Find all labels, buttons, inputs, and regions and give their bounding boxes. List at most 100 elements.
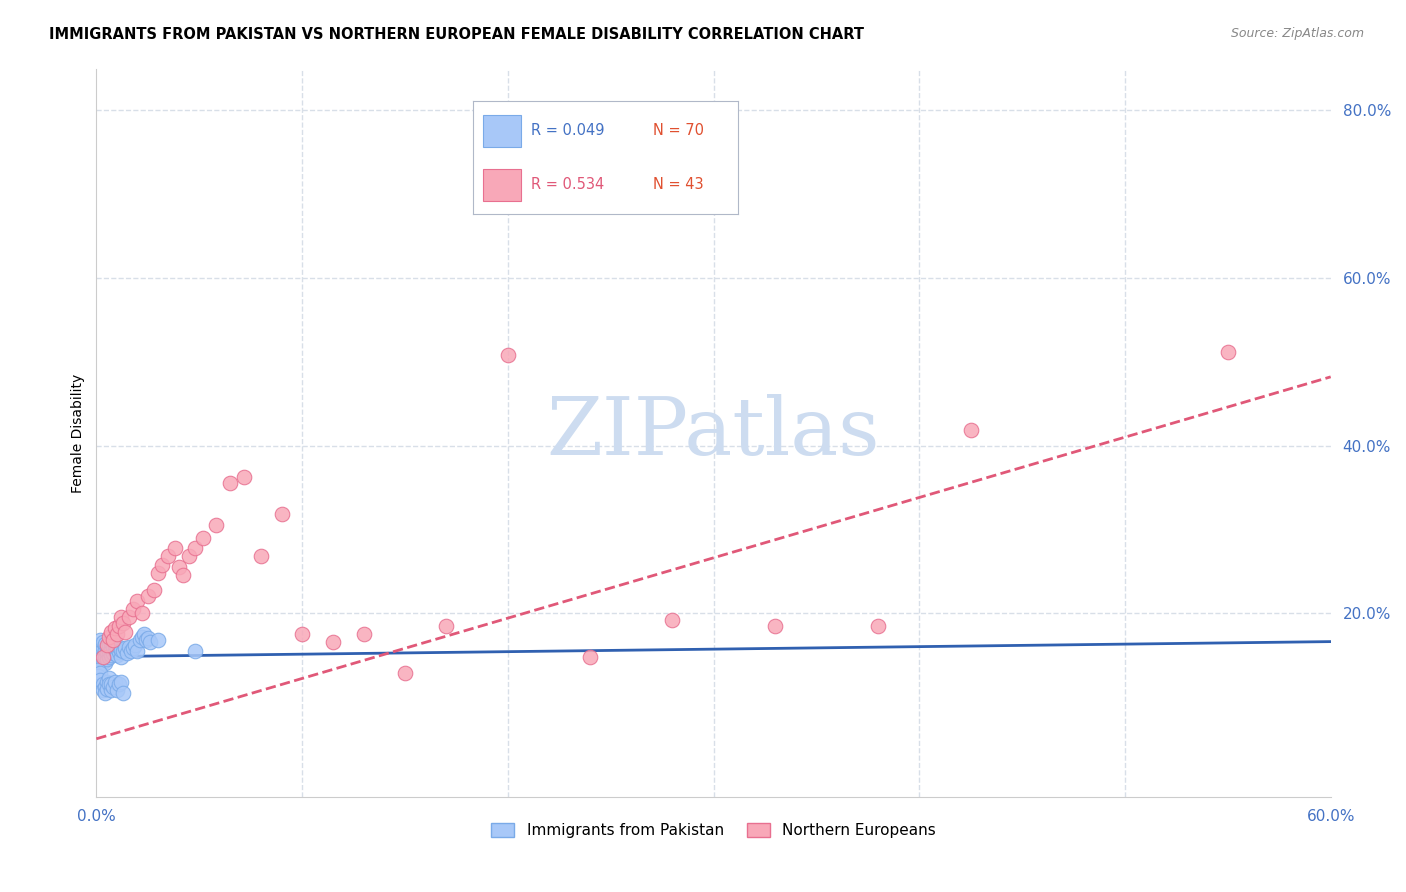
Point xyxy=(101,646,124,660)
Point xyxy=(96,638,118,652)
Point xyxy=(112,644,135,658)
Point xyxy=(96,652,118,666)
Point xyxy=(127,644,149,658)
Point xyxy=(118,610,141,624)
Point xyxy=(97,638,120,652)
Point xyxy=(91,641,114,656)
Point xyxy=(172,568,194,582)
Point xyxy=(91,655,114,669)
Point xyxy=(101,680,124,694)
Point xyxy=(136,632,159,646)
Point xyxy=(142,582,165,597)
Point xyxy=(250,549,273,563)
Point xyxy=(89,640,111,654)
Point xyxy=(959,424,981,438)
Point xyxy=(104,621,127,635)
Point xyxy=(291,627,314,641)
Point xyxy=(96,640,118,654)
Point xyxy=(114,641,136,656)
Point xyxy=(184,644,207,658)
Point xyxy=(579,649,602,664)
Legend: Immigrants from Pakistan, Northern Europeans: Immigrants from Pakistan, Northern Europ… xyxy=(485,817,942,845)
Point xyxy=(87,638,110,652)
Point xyxy=(110,674,132,689)
Point xyxy=(122,641,145,656)
Point xyxy=(89,673,111,687)
Point xyxy=(127,593,149,607)
Point xyxy=(157,549,180,563)
Point xyxy=(434,618,457,632)
Point xyxy=(124,638,146,652)
Point xyxy=(146,566,169,580)
Point xyxy=(91,649,114,664)
Point xyxy=(353,627,375,641)
Point xyxy=(661,613,683,627)
Point xyxy=(93,649,115,664)
Point xyxy=(108,640,131,654)
Point xyxy=(131,630,153,644)
Point xyxy=(104,638,127,652)
Point xyxy=(97,672,120,686)
Point xyxy=(101,632,124,647)
Point xyxy=(112,616,135,631)
Point xyxy=(93,643,115,657)
Point xyxy=(128,632,150,647)
Point xyxy=(87,644,110,658)
Point xyxy=(89,632,111,647)
Point xyxy=(87,649,110,664)
Point xyxy=(97,677,120,691)
Point xyxy=(132,627,155,641)
Point xyxy=(868,618,890,632)
Point xyxy=(270,508,292,522)
Point xyxy=(167,560,190,574)
Point xyxy=(104,674,127,689)
Point xyxy=(131,606,153,620)
Point xyxy=(89,666,111,681)
Point xyxy=(101,640,124,654)
Point xyxy=(97,649,120,664)
Point xyxy=(1216,344,1239,359)
Point xyxy=(104,644,127,658)
Text: IMMIGRANTS FROM PAKISTAN VS NORTHERN EUROPEAN FEMALE DISABILITY CORRELATION CHAR: IMMIGRANTS FROM PAKISTAN VS NORTHERN EUR… xyxy=(49,27,865,42)
Point xyxy=(110,649,132,664)
Point xyxy=(115,646,138,660)
Point xyxy=(146,632,169,647)
Point xyxy=(91,677,114,691)
Point xyxy=(91,683,114,698)
Point xyxy=(96,646,118,660)
Point xyxy=(150,558,173,572)
Point xyxy=(87,663,110,677)
Text: ZIPatlas: ZIPatlas xyxy=(547,394,880,472)
Y-axis label: Female Disability: Female Disability xyxy=(72,374,86,492)
Point xyxy=(89,652,111,666)
Point xyxy=(100,683,122,698)
Point xyxy=(163,541,186,555)
Point xyxy=(89,646,111,660)
Point xyxy=(184,541,207,555)
Point xyxy=(100,624,122,639)
Point xyxy=(394,666,416,681)
Point xyxy=(118,640,141,654)
Point xyxy=(93,637,115,651)
Point xyxy=(91,635,114,649)
Point xyxy=(96,681,118,696)
Point xyxy=(139,635,162,649)
Point xyxy=(100,677,122,691)
Point xyxy=(97,630,120,644)
Point xyxy=(97,644,120,658)
Point xyxy=(96,674,118,689)
Text: Source: ZipAtlas.com: Source: ZipAtlas.com xyxy=(1230,27,1364,40)
Point xyxy=(233,470,256,484)
Point xyxy=(105,648,128,662)
Point xyxy=(122,602,145,616)
Point xyxy=(87,669,110,683)
Point xyxy=(105,683,128,698)
Point xyxy=(496,348,519,362)
Point xyxy=(177,549,200,563)
Point xyxy=(204,518,226,533)
Point xyxy=(193,531,215,545)
Point xyxy=(114,624,136,639)
Point xyxy=(105,627,128,641)
Point xyxy=(135,632,157,647)
Point xyxy=(100,636,122,650)
